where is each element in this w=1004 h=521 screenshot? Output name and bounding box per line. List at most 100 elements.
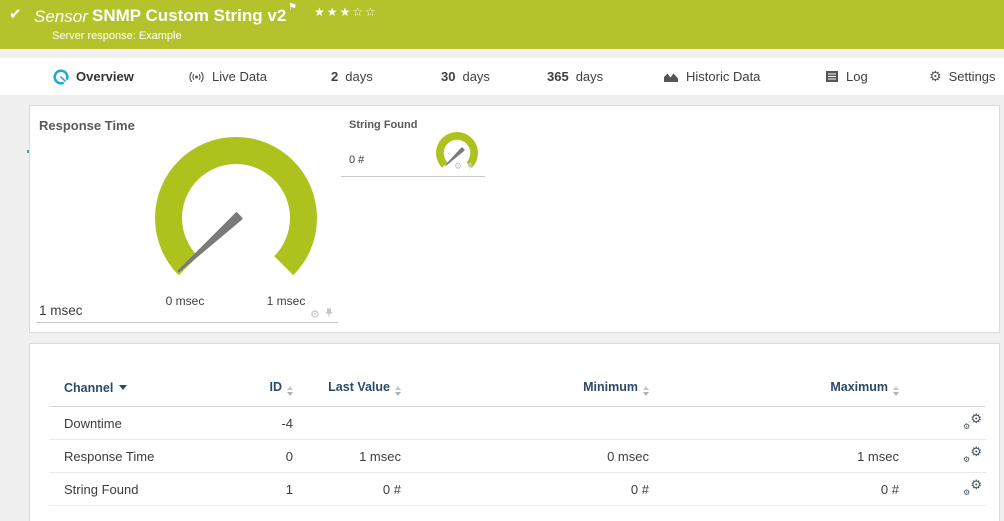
gear-icon: ⚙ <box>970 444 982 460</box>
channel-minimum-cell: 0 # <box>401 472 649 506</box>
broadcast-icon <box>189 71 204 82</box>
sensor-header: ✔ Sensor SNMP Custom String v2 ⚑ ★★★☆☆ S… <box>0 0 1004 49</box>
column-header-actions <box>899 380 986 407</box>
channel-name-cell: Downtime <box>49 406 231 440</box>
tab-historic-data[interactable]: Historic Data <box>663 58 760 95</box>
channel-actions-cell: ⚙ ⚙ <box>899 406 986 440</box>
tab-2-days[interactable]: 2 days <box>331 58 373 95</box>
response-time-tile-tools: ⚙ <box>310 308 334 320</box>
channel-maximum-cell: 0 # <box>649 472 899 506</box>
string-found-gauge-title: String Found <box>349 119 418 131</box>
tab-365-days-label: days <box>575 69 604 84</box>
gear-icon: ⚙ <box>970 477 982 493</box>
column-header-last-value[interactable]: Last Value <box>293 380 401 407</box>
channels-panel: Channel ID Last Value Minimum Maximum Do… <box>29 343 1000 521</box>
gear-icon: ⚙ <box>963 454 971 464</box>
gear-icon: ⚙ <box>929 68 942 85</box>
tab-30-days[interactable]: 30 days <box>441 58 490 95</box>
gauge-icon <box>53 68 69 85</box>
response-time-scale-max: 1 msec <box>266 294 306 308</box>
channels-table: Channel ID Last Value Minimum Maximum Do… <box>49 380 986 506</box>
column-header-minimum[interactable]: Minimum <box>401 380 649 407</box>
channel-name-cell: Response Time <box>49 439 231 473</box>
channel-settings-gears-icon[interactable]: ⚙ ⚙ <box>962 477 982 497</box>
flag-icon[interactable]: ⚑ <box>288 2 297 13</box>
tab-log-label: Log <box>846 69 868 84</box>
gear-icon[interactable]: ⚙ <box>310 308 320 321</box>
channel-actions-cell: ⚙ ⚙ <box>899 472 986 506</box>
channel-id-cell: 0 <box>231 439 293 473</box>
page-title: SNMP Custom String v2 <box>92 6 287 25</box>
response-time-current-value: 1 msec <box>39 303 83 318</box>
string-found-tile-divider <box>341 176 485 177</box>
area-chart-icon <box>664 73 678 82</box>
gauge-needle <box>445 147 465 166</box>
table-row-downtime: Downtime -4 ⚙ ⚙ <box>49 406 986 440</box>
table-row-response-time: Response Time 0 1 msec 0 msec 1 msec ⚙ ⚙ <box>49 439 986 473</box>
column-header-maximum[interactable]: Maximum <box>649 380 899 407</box>
tab-365-days-number: 365 <box>547 69 569 84</box>
gear-icon: ⚙ <box>963 487 971 497</box>
column-header-id[interactable]: ID <box>231 380 293 407</box>
gear-icon[interactable]: ⚙ <box>454 162 463 172</box>
string-found-current-value: 0 # <box>349 154 365 166</box>
sort-arrows-icon <box>287 386 293 396</box>
tab-live-data[interactable]: Live Data <box>188 58 267 95</box>
tab-log[interactable]: Log <box>825 58 868 95</box>
tab-2-days-label: days <box>345 69 373 84</box>
channel-maximum-cell <box>649 406 899 440</box>
gauge-needle <box>177 212 243 273</box>
channel-settings-gears-icon[interactable]: ⚙ ⚙ <box>962 411 982 431</box>
channel-last-value-cell <box>293 406 401 440</box>
tab-overview[interactable]: Overview <box>53 58 134 95</box>
channel-settings-gears-icon[interactable]: ⚙ ⚙ <box>962 444 982 464</box>
sort-arrows-icon <box>395 386 401 396</box>
response-time-gauge-title: Response Time <box>39 118 135 133</box>
channel-last-value-cell: 1 msec <box>293 439 401 473</box>
string-found-gauge <box>436 132 478 168</box>
channel-name-cell: String Found <box>49 472 231 506</box>
stars-empty-icon[interactable]: ☆☆ <box>352 5 378 19</box>
column-header-channel[interactable]: Channel <box>49 380 231 407</box>
response-time-tile-divider <box>36 322 338 323</box>
gear-icon: ⚙ <box>963 421 971 431</box>
response-time-scale-min: 0 msec <box>165 294 205 308</box>
column-header-maximum-label: Maximum <box>830 380 888 394</box>
channel-id-cell: -4 <box>231 406 293 440</box>
channel-maximum-cell: 1 msec <box>649 439 899 473</box>
tab-365-days[interactable]: 365 days <box>547 58 603 95</box>
status-ok-check-icon: ✔ <box>9 5 22 23</box>
column-header-last-value-label: Last Value <box>328 380 390 394</box>
column-header-id-label: ID <box>269 380 283 394</box>
sort-desc-icon <box>119 385 128 390</box>
response-time-gauge <box>155 136 317 276</box>
sort-arrows-icon <box>893 386 899 396</box>
channel-id-cell: 1 <box>231 472 293 506</box>
overview-gauges-panel: Response Time 0 msec 1 msec 1 msec ⚙ Str… <box>29 105 1000 333</box>
stars-filled-icon[interactable]: ★★★ <box>314 5 353 19</box>
gear-icon: ⚙ <box>970 411 982 427</box>
sensor-kind-label: Sensor <box>34 7 88 26</box>
tab-30-days-label: days <box>462 69 490 84</box>
pin-icon[interactable] <box>324 308 334 320</box>
channel-actions-cell: ⚙ ⚙ <box>899 439 986 473</box>
channel-last-value-cell: 0 # <box>293 472 401 506</box>
tab-live-data-label: Live Data <box>212 69 267 84</box>
sort-arrows-icon <box>643 386 649 396</box>
column-header-minimum-label: Minimum <box>583 380 638 394</box>
sensor-status-message: Server response: Example <box>52 30 182 42</box>
column-header-channel-label: Channel <box>64 381 114 395</box>
string-found-tile-tools: ⚙ <box>454 162 474 172</box>
tab-settings[interactable]: ⚙ Settings <box>929 58 996 95</box>
table-row-string-found: String Found 1 0 # 0 # 0 # ⚙ ⚙ <box>49 472 986 506</box>
tab-settings-label: Settings <box>948 69 996 84</box>
tab-30-days-number: 30 <box>441 69 456 84</box>
channel-minimum-cell <box>401 406 649 440</box>
priority-stars[interactable]: ★★★☆☆ <box>314 5 378 19</box>
tab-2-days-number: 2 <box>331 69 339 84</box>
log-list-icon <box>826 71 838 82</box>
tab-historic-data-label: Historic Data <box>686 69 761 84</box>
pin-icon[interactable] <box>466 162 474 172</box>
table-header-row: Channel ID Last Value Minimum Maximum <box>49 380 986 407</box>
